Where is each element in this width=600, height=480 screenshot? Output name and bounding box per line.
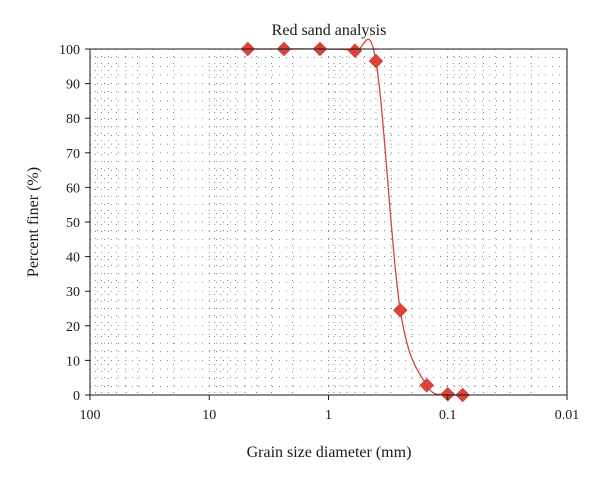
x-tick-label: 1 — [325, 408, 332, 423]
y-tick-label: 100 — [59, 43, 80, 58]
grid-layer — [90, 49, 567, 395]
data-point-diamond — [419, 377, 435, 393]
y-tick-label: 10 — [66, 354, 80, 369]
y-tick-label: 60 — [66, 181, 80, 196]
x-tick-label: 100 — [80, 408, 101, 423]
marker-layer — [240, 41, 471, 403]
x-tick-label: 10 — [202, 408, 216, 423]
y-tick-label: 90 — [66, 78, 80, 93]
data-point-diamond — [440, 386, 456, 402]
y-tick-label: 30 — [66, 285, 80, 300]
chart-title: Red sand analysis — [272, 22, 387, 39]
y-tick-label: 80 — [66, 112, 80, 127]
y-tick-label: 50 — [66, 216, 80, 231]
y-axis-label: Percent finer (%) — [25, 167, 42, 277]
y-tick-label: 20 — [66, 320, 80, 335]
data-point-diamond — [392, 302, 408, 318]
y-tick-label: 40 — [66, 251, 80, 266]
y-tick-label: 70 — [66, 147, 80, 162]
data-point-diamond — [368, 53, 384, 69]
tick-layer: 100 10 1 0.1 0.01 0 10 20 30 40 50 60 70 80 90 100 — [59, 43, 579, 423]
y-tick-label: 0 — [73, 389, 80, 404]
data-point-diamond — [347, 43, 363, 59]
x-axis-label: Grain size diameter (mm) — [247, 444, 412, 461]
x-tick-label: 0.1 — [439, 408, 457, 423]
x-tick-label: 0.01 — [555, 408, 580, 423]
